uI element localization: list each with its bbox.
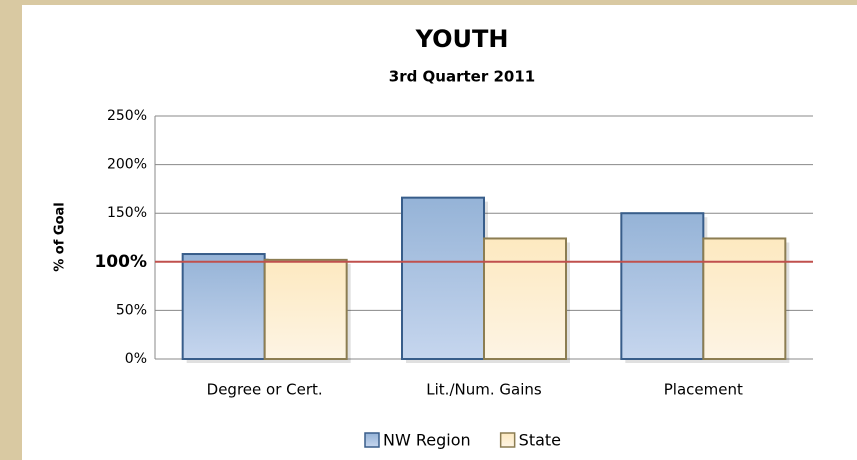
legend-swatch — [499, 432, 516, 448]
y-tick-label: 200% — [107, 157, 147, 173]
legend-swatch — [364, 432, 380, 448]
legend-label: NW Region — [383, 431, 471, 450]
bar — [401, 196, 485, 360]
x-tick-label: Degree or Cert. — [207, 381, 323, 399]
y-tick-label: 100% — [94, 252, 147, 272]
x-tick-label: Placement — [664, 381, 743, 399]
y-tick-label: 250% — [107, 108, 147, 124]
bar — [181, 253, 266, 360]
y-tick-label: 0% — [125, 351, 147, 367]
legend-label: State — [519, 431, 561, 450]
bar — [483, 237, 567, 360]
y-tick-label: 50% — [116, 302, 147, 318]
x-tick-label: Lit./Num. Gains — [426, 381, 542, 399]
bar — [620, 212, 705, 360]
chart-subtitle: 3rd Quarter 2011 — [389, 68, 535, 86]
chart-title: YOUTH — [415, 25, 509, 53]
y-tick-label: 150% — [107, 205, 147, 221]
bar — [263, 258, 348, 360]
bar — [702, 237, 787, 360]
y-axis-label: % of Goal — [53, 202, 68, 272]
